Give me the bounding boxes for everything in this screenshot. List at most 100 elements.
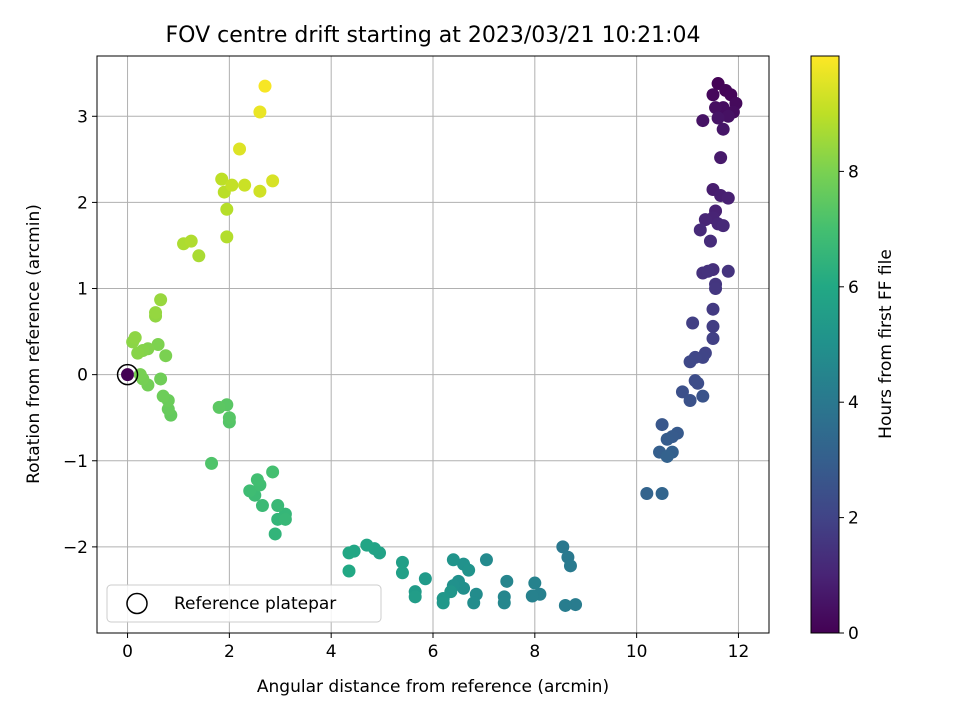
data-point [569,598,583,612]
colorbar-tick-label: 4 [848,393,859,413]
data-point [184,234,198,248]
reference-marker-layer [116,363,139,386]
data-point [342,546,356,560]
y-axis-ticks: −2 −1 0 1 2 3 [63,107,97,558]
chart-title: FOV centre drift starting at 2023/03/21 … [166,23,701,48]
y-tick-label: 2 [77,193,88,213]
data-point [436,596,450,610]
x-axis-label: Angular distance from reference (arcmin) [257,677,609,697]
y-tick-label: 0 [77,366,88,386]
data-point [408,590,422,604]
data-point [500,574,514,588]
data-point [558,598,572,612]
colorbar-tick-label: 2 [848,509,859,529]
x-tick-label: 2 [224,642,235,662]
data-point [693,223,707,237]
data-point [131,346,145,360]
data-point [250,473,264,487]
data-point [556,540,570,554]
data-point [395,555,409,569]
data-point [683,393,697,407]
data-point [418,572,432,586]
data-point [703,234,717,248]
x-tick-label: 12 [728,642,750,662]
data-point [154,372,168,386]
data-point [271,499,285,513]
data-point [360,538,374,552]
colorbar-tick-label: 6 [848,278,859,298]
data-point [121,368,135,382]
y-axis-label: Rotation from reference (arcmin) [24,204,44,484]
data-point [655,486,669,500]
x-tick-label: 4 [326,642,337,662]
data-point [696,389,710,403]
data-point [266,465,280,479]
legend: Reference platepar [106,584,382,623]
colorbar-tick-label: 8 [848,162,859,182]
data-point [222,411,236,425]
data-point [238,178,252,192]
legend-box [106,584,382,623]
data-point [563,559,577,573]
colorbar: 0 2 4 6 8 Hours from first FF file [810,55,896,644]
data-point [220,230,234,244]
data-point [233,142,247,156]
data-point [253,184,267,198]
data-point [128,331,142,345]
data-point [706,331,720,345]
data-point [701,264,715,278]
data-point [716,122,730,136]
data-point [220,202,234,216]
data-point [192,249,206,263]
data-point [446,553,460,567]
data-point [721,264,735,278]
data-point [675,385,689,399]
data-points [121,77,743,612]
data-point [640,486,654,500]
x-tick-label: 6 [428,642,439,662]
data-point [721,109,735,123]
data-point [462,563,476,577]
data-point [225,178,239,192]
data-point [268,527,282,541]
data-point [709,101,723,115]
legend-reference-marker [126,592,148,615]
data-point [149,306,163,320]
data-point [528,576,542,590]
data-point [525,589,539,603]
colorbar-label: Hours from first FF file [876,249,896,439]
x-tick-label: 0 [122,642,133,662]
data-point [266,174,280,188]
data-point [212,400,226,414]
data-point [342,564,356,578]
data-point [660,449,674,463]
data-point [655,418,669,432]
data-point [151,338,165,351]
x-tick-label: 10 [626,642,648,662]
y-tick-label: −1 [63,452,88,472]
data-point [691,376,705,390]
data-point [721,191,735,205]
data-point [706,319,720,333]
data-point [205,456,219,470]
data-point [395,566,409,580]
data-point [258,79,272,93]
legend-reference-label: Reference platepar [174,594,336,614]
y-tick-label: 1 [77,280,88,300]
data-point [711,111,725,125]
data-point [716,219,730,233]
data-point [698,213,712,227]
x-axis-ticks: 0 2 4 6 8 10 12 [122,633,749,662]
data-point [714,151,728,165]
data-point [706,302,720,316]
reference-platepar-marker [116,363,139,386]
data-point [497,596,511,610]
data-point [479,553,493,567]
x-tick-label: 8 [529,642,540,662]
data-point [156,389,170,403]
data-point [215,172,229,186]
data-point [709,282,723,296]
data-point [706,88,720,102]
colorbar-gradient [810,55,840,634]
